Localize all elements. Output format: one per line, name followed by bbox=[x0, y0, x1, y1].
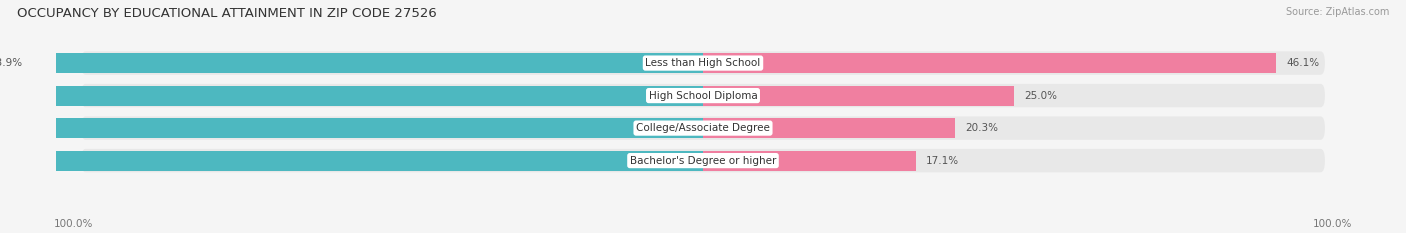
Bar bbox=[703, 86, 1014, 106]
Text: Source: ZipAtlas.com: Source: ZipAtlas.com bbox=[1285, 7, 1389, 17]
Text: 46.1%: 46.1% bbox=[1286, 58, 1319, 68]
Text: 17.1%: 17.1% bbox=[925, 156, 959, 166]
Text: 100.0%: 100.0% bbox=[53, 219, 93, 229]
Text: OCCUPANCY BY EDUCATIONAL ATTAINMENT IN ZIP CODE 27526: OCCUPANCY BY EDUCATIONAL ATTAINMENT IN Z… bbox=[17, 7, 437, 20]
Text: Less than High School: Less than High School bbox=[645, 58, 761, 68]
FancyBboxPatch shape bbox=[82, 116, 1324, 140]
Bar bbox=[0, 151, 703, 171]
Bar bbox=[703, 118, 956, 138]
Text: 53.9%: 53.9% bbox=[0, 58, 22, 68]
FancyBboxPatch shape bbox=[82, 149, 1324, 172]
Bar bbox=[703, 53, 1277, 73]
Bar bbox=[703, 151, 915, 171]
FancyBboxPatch shape bbox=[82, 84, 1324, 107]
Text: Bachelor's Degree or higher: Bachelor's Degree or higher bbox=[630, 156, 776, 166]
Text: 20.3%: 20.3% bbox=[966, 123, 998, 133]
Bar bbox=[32, 53, 703, 73]
Legend: Owner-occupied, Renter-occupied: Owner-occupied, Renter-occupied bbox=[583, 230, 823, 233]
FancyBboxPatch shape bbox=[82, 51, 1324, 75]
Text: College/Associate Degree: College/Associate Degree bbox=[636, 123, 770, 133]
Bar bbox=[0, 86, 703, 106]
Text: High School Diploma: High School Diploma bbox=[648, 91, 758, 101]
Text: 25.0%: 25.0% bbox=[1024, 91, 1057, 101]
Bar bbox=[0, 118, 703, 138]
Text: 100.0%: 100.0% bbox=[1313, 219, 1353, 229]
